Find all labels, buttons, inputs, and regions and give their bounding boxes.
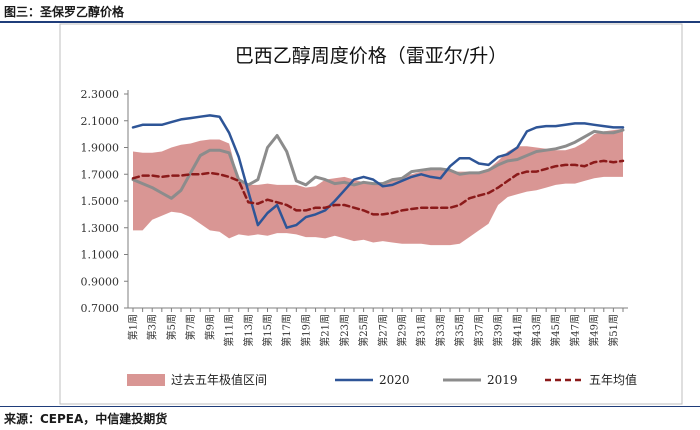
figure-caption: 图三：圣保罗乙醇价格 — [4, 5, 125, 19]
legend: 过去五年极值区间 2020 2019 五年均值 — [127, 372, 637, 387]
y-tick-label: 0.7000 — [81, 302, 120, 315]
x-tick-label: 第5周 — [165, 314, 178, 340]
chart-title: 巴西乙醇周度价格（雷亚尔/升） — [235, 45, 507, 67]
x-tick-label: 第19周 — [299, 314, 312, 347]
x-tick-label: 第13周 — [242, 314, 255, 347]
x-tick-label: 第27周 — [376, 314, 389, 347]
x-tick-label: 第21周 — [319, 314, 332, 347]
top-rule — [0, 21, 700, 23]
bottom-rule — [0, 406, 700, 407]
x-tick-label: 第41周 — [511, 314, 524, 347]
y-tick-label: 1.3000 — [81, 222, 120, 235]
x-tick-label: 第49周 — [588, 314, 601, 347]
x-tick-label: 第3周 — [146, 314, 159, 340]
series-2020-line — [131, 114, 625, 229]
y-tick-label: 2.1000 — [81, 115, 120, 128]
x-tick-label: 第39周 — [492, 314, 505, 347]
legend-label: 五年均值 — [589, 372, 637, 387]
legend-swatch-band — [127, 374, 165, 386]
x-tick-label: 第29周 — [396, 314, 409, 347]
y-tick-label: 1.7000 — [81, 168, 120, 181]
x-tick-label: 第23周 — [338, 314, 351, 347]
x-tick-label: 第11周 — [223, 314, 236, 347]
axis-layer: 0.7000 0.9000 1.1000 1.3000 1.5000 1.7000 1.90… — [81, 88, 628, 347]
legend-label: 过去五年极值区间 — [171, 372, 267, 387]
x-tick-label: 第15周 — [261, 314, 274, 347]
x-tick-label: 第17周 — [280, 314, 293, 347]
y-tick-label: 1.1000 — [81, 249, 120, 262]
series-five-year-avg-line — [131, 159, 625, 216]
x-tick-label: 第45周 — [549, 314, 562, 347]
x-tick-label: 第37周 — [472, 314, 485, 347]
x-tick-label: 第25周 — [357, 314, 370, 347]
legend-label: 2019 — [487, 373, 518, 387]
y-tick-label: 1.5000 — [81, 195, 120, 208]
legend-label: 2020 — [379, 373, 410, 387]
line-layer — [131, 114, 625, 229]
y-tick-label: 2.3000 — [81, 88, 120, 101]
y-tick-label: 0.9000 — [81, 275, 120, 288]
x-tick-label: 第35周 — [453, 314, 466, 347]
source-note: 来源：CEPEA，中信建投期货 — [4, 412, 168, 426]
x-tick-label: 第7周 — [184, 314, 197, 340]
x-tick-label: 第33周 — [434, 314, 447, 347]
x-tick-label: 第31周 — [415, 314, 428, 347]
x-tick-label: 第9周 — [203, 314, 216, 340]
x-tick-label: 第51周 — [607, 314, 620, 347]
chart: 巴西乙醇周度价格（雷亚尔/升） 0.7000 0.9000 1.1000 1.3000… — [59, 23, 683, 405]
x-tick-label: 第1周 — [127, 314, 140, 340]
x-tick-label: 第43周 — [530, 314, 543, 347]
x-tick-label: 第47周 — [569, 314, 582, 347]
y-tick-label: 1.9000 — [81, 142, 120, 155]
